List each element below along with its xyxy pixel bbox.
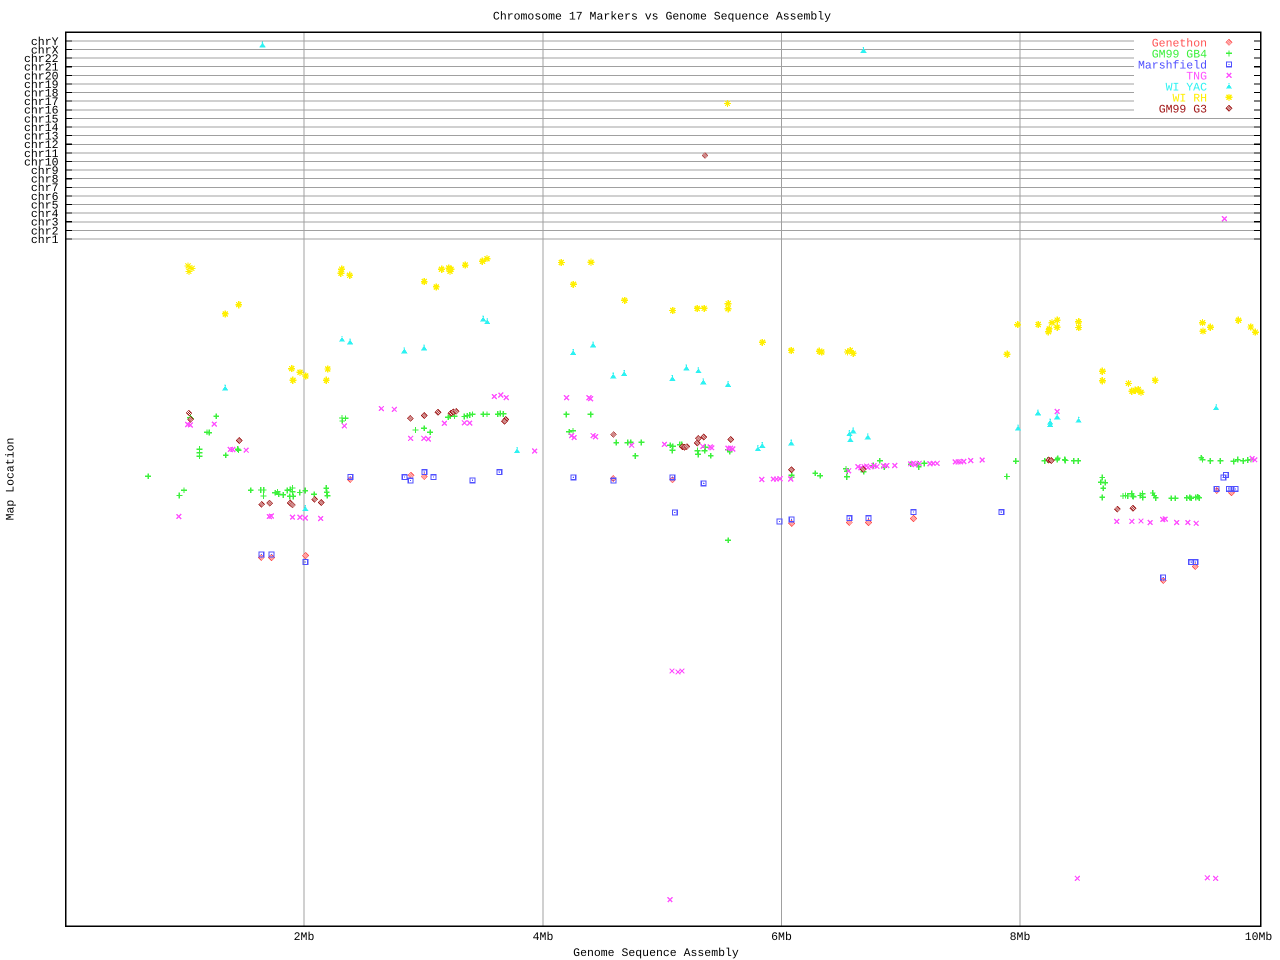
svg-text:chr10: chr10	[24, 156, 59, 169]
svg-text:GM99 G3: GM99 G3	[1159, 103, 1207, 116]
svg-text:chr18: chr18	[24, 87, 59, 100]
svg-text:chr14: chr14	[24, 122, 59, 135]
svg-text:chr5: chr5	[31, 199, 59, 212]
svg-text:Map Location: Map Location	[5, 438, 18, 521]
svg-text:chr1: chr1	[31, 234, 59, 247]
svg-text:chr21: chr21	[24, 62, 59, 75]
svg-text:chr20: chr20	[24, 70, 59, 83]
svg-text:WI RH: WI RH	[1172, 92, 1207, 105]
svg-text:chr13: chr13	[24, 131, 59, 144]
svg-text:chr22: chr22	[24, 53, 59, 66]
svg-text:10Mb: 10Mb	[1245, 931, 1273, 944]
svg-text:WI YAC: WI YAC	[1166, 81, 1208, 94]
svg-text:chr11: chr11	[24, 148, 59, 161]
svg-text:Genethon: Genethon	[1152, 37, 1207, 50]
svg-text:2Mb: 2Mb	[294, 931, 315, 944]
svg-text:chr6: chr6	[31, 191, 59, 204]
svg-text:chr8: chr8	[31, 174, 59, 187]
svg-text:Genome Sequence Assembly: Genome Sequence Assembly	[573, 947, 739, 960]
svg-text:chrY: chrY	[31, 36, 59, 49]
svg-text:chr2: chr2	[31, 225, 59, 238]
svg-text:chrX: chrX	[31, 44, 59, 57]
svg-text:chr9: chr9	[31, 165, 59, 178]
svg-text:chr17: chr17	[24, 96, 59, 109]
svg-text:TNG: TNG	[1186, 70, 1207, 83]
svg-text:6Mb: 6Mb	[771, 931, 792, 944]
svg-text:chr15: chr15	[24, 113, 59, 126]
svg-text:4Mb: 4Mb	[533, 931, 554, 944]
svg-text:8Mb: 8Mb	[1010, 931, 1031, 944]
svg-text:chr4: chr4	[31, 208, 59, 221]
svg-text:chr3: chr3	[31, 217, 59, 230]
svg-text:chr16: chr16	[24, 105, 59, 118]
svg-text:chr12: chr12	[24, 139, 59, 152]
svg-text:chr7: chr7	[31, 182, 59, 195]
svg-text:Marshfield: Marshfield	[1138, 59, 1207, 72]
svg-text:chr19: chr19	[24, 79, 59, 92]
svg-text:GM99 GB4: GM99 GB4	[1152, 48, 1207, 61]
svg-text:Chromosome 17 Markers vs Genom: Chromosome 17 Markers vs Genome Sequence…	[493, 11, 831, 24]
